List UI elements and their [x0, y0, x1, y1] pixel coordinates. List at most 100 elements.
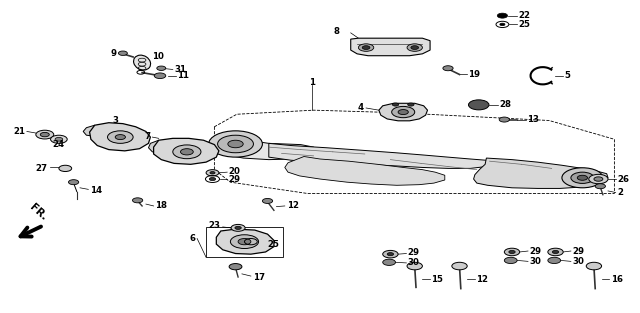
Text: 15: 15: [431, 275, 444, 284]
Polygon shape: [90, 123, 150, 151]
Circle shape: [504, 257, 517, 264]
Text: FR.: FR.: [28, 203, 49, 223]
Polygon shape: [379, 103, 428, 121]
Circle shape: [362, 46, 370, 49]
Circle shape: [206, 170, 219, 176]
Circle shape: [210, 172, 215, 174]
Text: 1: 1: [309, 78, 316, 86]
Text: 30: 30: [529, 257, 541, 266]
Text: 12: 12: [287, 202, 299, 210]
Text: 13: 13: [527, 115, 540, 124]
Circle shape: [468, 100, 489, 110]
Circle shape: [157, 66, 166, 70]
Polygon shape: [269, 143, 486, 168]
Circle shape: [40, 132, 49, 137]
Text: 24: 24: [53, 140, 65, 149]
Circle shape: [36, 130, 54, 139]
Circle shape: [132, 198, 143, 203]
Text: 18: 18: [155, 202, 167, 210]
Ellipse shape: [134, 55, 150, 70]
Text: 2: 2: [618, 188, 623, 197]
Text: 10: 10: [152, 52, 164, 61]
Circle shape: [51, 135, 67, 143]
Text: 27: 27: [36, 164, 48, 173]
Circle shape: [407, 44, 422, 51]
Text: 8: 8: [333, 28, 339, 36]
Text: 29: 29: [572, 247, 584, 255]
Text: 31: 31: [174, 65, 186, 74]
Circle shape: [235, 226, 241, 229]
Circle shape: [209, 177, 216, 181]
Polygon shape: [285, 156, 445, 185]
Text: 14: 14: [90, 186, 102, 195]
Circle shape: [411, 46, 419, 49]
Circle shape: [595, 184, 605, 189]
Circle shape: [392, 106, 415, 118]
Bar: [206, 227, 283, 257]
Circle shape: [383, 259, 396, 265]
Circle shape: [180, 149, 193, 155]
Circle shape: [552, 250, 559, 254]
Circle shape: [118, 51, 127, 55]
Text: 6: 6: [189, 234, 195, 243]
Polygon shape: [83, 125, 95, 136]
Circle shape: [562, 168, 603, 188]
Circle shape: [229, 264, 242, 270]
Polygon shape: [216, 229, 274, 254]
Circle shape: [231, 224, 245, 231]
Circle shape: [499, 117, 509, 122]
Circle shape: [504, 248, 520, 256]
Circle shape: [387, 253, 394, 256]
Text: 4: 4: [357, 104, 364, 112]
Polygon shape: [474, 158, 608, 188]
Circle shape: [358, 44, 374, 51]
Circle shape: [586, 262, 602, 270]
Circle shape: [115, 135, 125, 140]
Circle shape: [108, 131, 133, 143]
Text: 29: 29: [529, 247, 541, 255]
Text: 30: 30: [572, 257, 584, 266]
Text: 20: 20: [228, 167, 241, 176]
Text: 19: 19: [468, 70, 481, 79]
Circle shape: [59, 165, 72, 172]
Circle shape: [154, 73, 166, 79]
Circle shape: [589, 174, 608, 184]
Text: 25: 25: [268, 240, 280, 249]
Polygon shape: [154, 138, 219, 164]
Text: 25: 25: [518, 20, 531, 29]
Circle shape: [230, 235, 259, 249]
Circle shape: [55, 137, 63, 141]
Text: 5: 5: [564, 71, 570, 80]
Circle shape: [571, 172, 594, 183]
Circle shape: [577, 175, 588, 180]
Circle shape: [173, 145, 201, 159]
Polygon shape: [351, 38, 430, 56]
Circle shape: [218, 135, 253, 153]
Circle shape: [408, 103, 414, 106]
Circle shape: [548, 248, 563, 256]
Circle shape: [238, 239, 251, 245]
Circle shape: [452, 262, 467, 270]
Circle shape: [497, 13, 508, 18]
Text: 17: 17: [253, 273, 265, 281]
Circle shape: [228, 140, 243, 148]
Circle shape: [500, 23, 505, 26]
Text: 7: 7: [144, 132, 150, 141]
Circle shape: [548, 257, 561, 264]
Text: 28: 28: [499, 100, 511, 109]
Circle shape: [407, 262, 422, 270]
Text: 22: 22: [518, 11, 531, 20]
Text: 21: 21: [13, 127, 26, 136]
Text: 29: 29: [408, 249, 420, 257]
Circle shape: [392, 103, 399, 106]
Text: 12: 12: [476, 275, 488, 284]
Text: 30: 30: [408, 259, 420, 267]
Circle shape: [262, 198, 273, 203]
Polygon shape: [218, 135, 317, 160]
Circle shape: [383, 250, 398, 258]
Text: 23: 23: [209, 222, 221, 230]
Circle shape: [68, 180, 79, 185]
Text: 16: 16: [611, 275, 623, 284]
Text: 11: 11: [177, 71, 189, 80]
Circle shape: [443, 66, 453, 71]
